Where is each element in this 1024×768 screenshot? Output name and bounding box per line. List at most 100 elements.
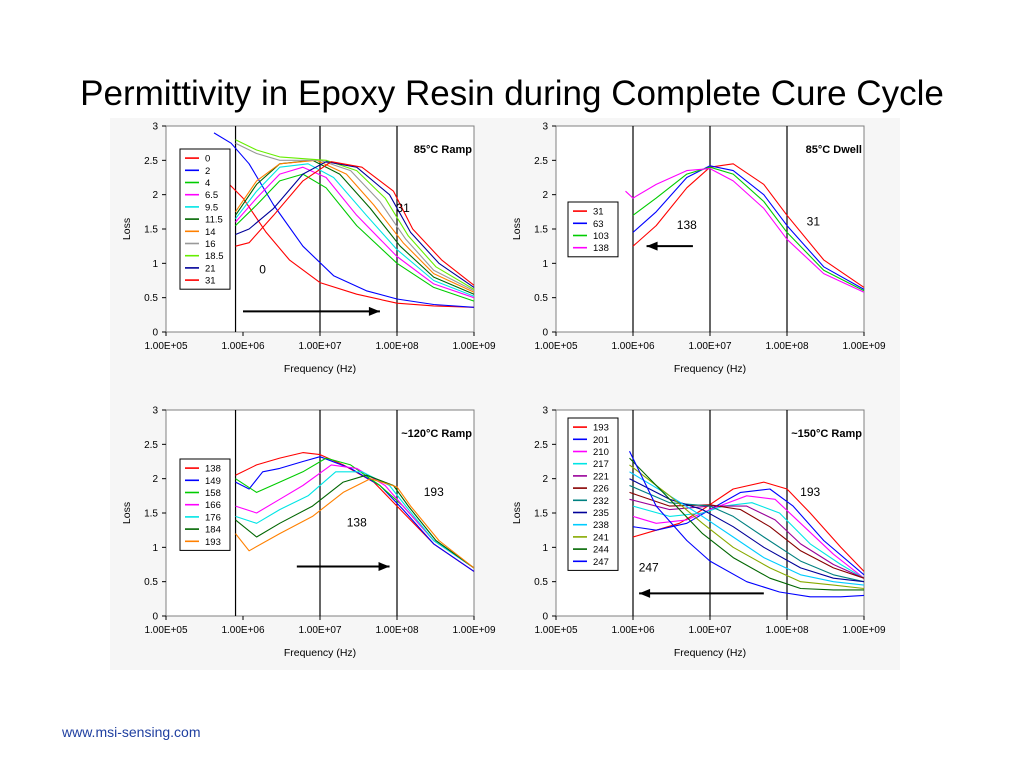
series-line-16 [235, 142, 475, 292]
arrow-head [378, 562, 390, 572]
series-line-31 [632, 163, 865, 288]
series-line-9-5 [235, 163, 475, 297]
legend-label: 4 [205, 178, 210, 189]
y-tick-label: 0.5 [534, 577, 548, 588]
y-tick-label: 3 [542, 122, 548, 133]
y-axis-label: Loss [511, 218, 523, 240]
series-line-221 [629, 498, 865, 579]
chart-title: 85°C Dwell [806, 144, 862, 156]
series-line-193 [632, 481, 865, 572]
legend-label: 6.5 [205, 190, 218, 201]
series-line-21 [235, 161, 475, 288]
y-tick-label: 0.5 [144, 577, 158, 588]
series-line-4 [235, 173, 475, 302]
legend-label: 9.5 [205, 202, 218, 213]
x-tick-label: 1.00E+06 [611, 625, 655, 636]
legend-label: 232 [593, 496, 609, 507]
y-tick-label: 2 [542, 190, 548, 201]
legend-label: 14 [205, 227, 216, 238]
series-line-247 [629, 450, 865, 598]
x-tick-label: 1.00E+06 [611, 341, 655, 352]
legend-label: 166 [205, 500, 221, 511]
annotation-label: 31 [396, 201, 410, 215]
y-axis-label: Loss [121, 218, 133, 240]
annotation-label: 0 [259, 263, 266, 277]
x-tick-label: 1.00E+09 [452, 625, 496, 636]
chart-title: 85°C Ramp [414, 144, 472, 156]
x-tick-label: 1.00E+08 [765, 625, 809, 636]
x-axis-label: Frequency (Hz) [674, 647, 746, 659]
series-line-0 [225, 180, 475, 308]
series-line-193 [235, 478, 475, 569]
legend-label: 63 [593, 219, 604, 230]
y-tick-label: 2 [542, 474, 548, 485]
arrow-head [646, 241, 658, 251]
y-tick-label: 1 [542, 259, 548, 270]
annotation-label: 247 [639, 560, 659, 574]
x-tick-label: 1.00E+09 [842, 625, 886, 636]
legend-label: 21 [205, 263, 216, 274]
x-tick-label: 1.00E+08 [375, 625, 419, 636]
chart-120c-ramp: 0 0.5 1 1.5 2 2.5 3 1.00E+05 1.00E+06 1.00E+07 1.0… [121, 406, 496, 660]
annotation-label: 193 [424, 485, 444, 499]
y-tick-label: 2.5 [534, 440, 548, 451]
series-line-2 [213, 132, 475, 308]
arrow-head [639, 588, 651, 598]
series-line-244 [629, 457, 864, 591]
annotation-label: 138 [347, 516, 367, 530]
chart-title: ~120°C Ramp [401, 428, 472, 440]
series-line-201 [632, 488, 865, 576]
series-line-6-5 [235, 166, 475, 299]
legend-label: 217 [593, 459, 609, 470]
x-tick-label: 1.00E+05 [144, 625, 188, 636]
legend-label: 241 [593, 532, 609, 543]
series-line-103 [632, 166, 865, 292]
legend-label: 18.5 [205, 251, 224, 262]
x-axis-label: Frequency (Hz) [674, 363, 746, 375]
y-tick-label: 1 [152, 543, 158, 554]
y-tick-label: 0.5 [144, 293, 158, 304]
series-line-149 [235, 456, 475, 572]
x-tick-label: 1.00E+06 [221, 625, 265, 636]
series-line-238 [629, 471, 865, 586]
series-line-14 [235, 159, 475, 293]
x-tick-label: 1.00E+06 [221, 341, 265, 352]
arrow-head [368, 306, 380, 316]
y-tick-label: 1.5 [144, 225, 158, 236]
x-tick-label: 1.00E+09 [452, 341, 496, 352]
legend-label: 226 [593, 484, 609, 495]
chart-150c-ramp: 0 0.5 1 1.5 2 2.5 3 1.00E+05 1.00E+06 1.00E+07 1.0… [511, 406, 886, 660]
figure-panel: 0 0.5 1 1.5 2 2.5 3 1.00E+05 1.00E+06 1.00E+07 1.0… [110, 118, 900, 670]
annotation-label: 193 [800, 485, 820, 499]
series-line-176 [235, 471, 475, 569]
annotation-label: 31 [807, 215, 821, 229]
legend-label: 0 [205, 154, 210, 165]
y-tick-label: 3 [542, 406, 548, 417]
y-tick-label: 1.5 [534, 509, 548, 520]
y-tick-label: 1.5 [144, 509, 158, 520]
y-tick-label: 0 [542, 612, 548, 623]
legend-label: 103 [593, 231, 609, 242]
y-tick-label: 0 [542, 328, 548, 339]
legend-label: 31 [593, 207, 604, 218]
x-tick-label: 1.00E+08 [765, 341, 809, 352]
legend-label: 244 [593, 545, 609, 556]
x-tick-label: 1.00E+07 [298, 341, 342, 352]
x-tick-label: 1.00E+05 [534, 625, 578, 636]
y-tick-label: 3 [152, 406, 158, 417]
annotation-label: 138 [677, 218, 697, 232]
y-axis-label: Loss [511, 502, 523, 524]
legend-label: 138 [205, 464, 221, 475]
series-line-210 [632, 495, 865, 579]
series-line-138 [625, 168, 865, 293]
legend-label: 2 [205, 166, 210, 177]
series-line-184 [235, 474, 475, 569]
legend-label: 138 [593, 243, 609, 254]
x-tick-label: 1.00E+05 [144, 341, 188, 352]
legend-label: 184 [205, 525, 221, 536]
footer-link[interactable]: www.msi-sensing.com [62, 724, 201, 740]
series-line-11-5 [235, 159, 475, 295]
x-tick-label: 1.00E+08 [375, 341, 419, 352]
series-line-166 [235, 464, 475, 569]
y-tick-label: 2.5 [144, 156, 158, 167]
